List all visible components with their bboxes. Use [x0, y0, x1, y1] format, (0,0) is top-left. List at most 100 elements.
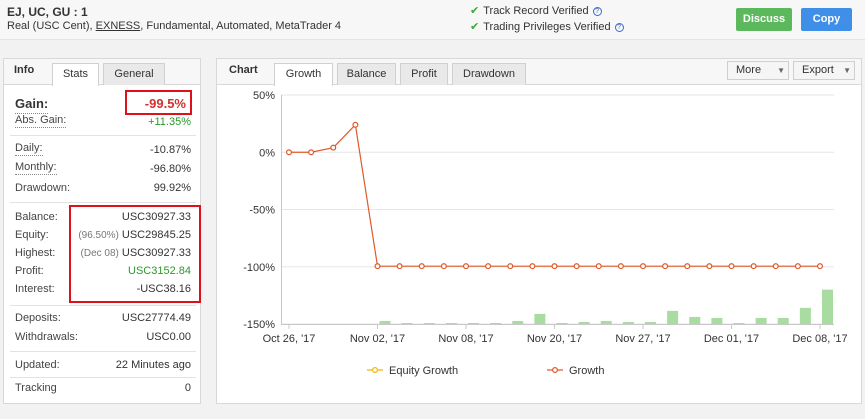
growth-point: [485, 263, 492, 270]
chart-panel: Chart Growth Balance Profit Drawdown Mor…: [216, 58, 862, 404]
daily-row: Daily: -10.87%: [15, 142, 191, 158]
y-tick-label: 0%: [259, 147, 275, 159]
balance-label: Balance:: [15, 211, 58, 223]
growth-point: [352, 121, 359, 128]
balance-value: USC30927.33: [121, 211, 191, 223]
tab-balance[interactable]: Balance: [337, 63, 396, 85]
trading-privileges-verified: ✔ Trading Privileges Verified?: [470, 20, 624, 33]
daily-bar: [512, 320, 524, 324]
x-tick-label: Dec 08, '17: [792, 333, 847, 345]
daily-bar: [622, 321, 634, 324]
growth-point: [529, 263, 536, 270]
x-tick-label: Nov 02, '17: [350, 333, 405, 345]
equity-value: USC29845.25: [121, 229, 191, 241]
daily-bar: [733, 322, 745, 324]
growth-point: [706, 263, 713, 270]
growth-chart: 50% 0% -50% -100% -150% Oct 26, '17 Nov 02, '1…: [243, 90, 847, 377]
tracking-row: Tracking 0: [15, 380, 191, 396]
export-label: Export: [802, 64, 834, 76]
monthly-row: Monthly: -96.80%: [15, 161, 191, 177]
growth-point: [617, 263, 624, 270]
help-icon[interactable]: ?: [614, 23, 624, 32]
broker-link[interactable]: EXNESS: [95, 20, 141, 32]
growth-point: [750, 263, 757, 270]
more-label: More: [736, 64, 762, 76]
discuss-button[interactable]: Discuss: [736, 8, 792, 31]
export-dropdown[interactable]: Export ▼: [793, 61, 855, 80]
tab-profit[interactable]: Profit: [400, 63, 448, 85]
more-dropdown[interactable]: More ▼: [727, 61, 789, 80]
tab-growth[interactable]: Growth: [274, 63, 333, 86]
growth-point: [728, 263, 735, 270]
abs-gain-value: +11.35%: [148, 116, 191, 128]
divider: [10, 351, 196, 352]
growth-point: [662, 263, 669, 270]
daily-bar: [711, 317, 723, 324]
tab-stats[interactable]: Stats: [52, 63, 99, 86]
profit-label: Profit:: [15, 265, 44, 277]
growth-point: [816, 263, 823, 270]
legend-growth-label: Growth: [569, 365, 604, 377]
growth-point: [440, 263, 447, 270]
growth-point: [640, 263, 647, 270]
daily-bar: [401, 322, 413, 324]
subtitle-prefix: Real (USC Cent),: [7, 20, 96, 32]
withdrawals-label: Withdrawals:: [15, 331, 78, 343]
trading-privileges-label: Trading Privileges Verified: [483, 21, 611, 33]
highest-date: (Dec 08): [80, 248, 119, 259]
system-subtitle: Real (USC Cent), EXNESS, Fundamental, Au…: [7, 20, 341, 32]
highest-value-wrap: (Dec 08) USC30927.33: [81, 245, 191, 262]
gain-value: -99.5%: [144, 96, 186, 111]
divider: [10, 377, 196, 378]
x-tick-label: Nov 08, '17: [438, 333, 493, 345]
growth-point: [330, 144, 337, 151]
deposits-label: Deposits:: [15, 312, 61, 324]
daily-bar: [822, 289, 833, 324]
profit-value: USC3152.84: [128, 265, 191, 277]
interest-label: Interest:: [15, 283, 55, 295]
tab-drawdown[interactable]: Drawdown: [452, 63, 526, 85]
x-tick-label: Nov 27, '17: [615, 333, 670, 345]
daily-value: -10.87%: [150, 144, 191, 156]
x-tick-label: Dec 01, '17: [704, 333, 759, 345]
system-title: EJ, UC, GU : 1: [7, 5, 88, 19]
chart-title: Chart: [229, 64, 258, 76]
growth-point: [772, 263, 779, 270]
divider: [10, 202, 196, 203]
balance-row: Balance: USC30927.33: [15, 209, 191, 225]
tab-general[interactable]: General: [103, 63, 165, 85]
copy-button[interactable]: Copy: [801, 8, 852, 31]
track-record-verified: ✔ Track Record Verified?: [470, 4, 602, 17]
gain-row: Gain: -99.5%: [15, 95, 191, 115]
updated-row: Updated: 22 Minutes ago: [15, 357, 191, 373]
tracking-value: 0: [184, 382, 191, 394]
deposits-row: Deposits: USC27774.49: [15, 310, 191, 326]
chevron-down-icon: ▼: [777, 66, 785, 75]
x-tick-label: Nov 20, '17: [527, 333, 582, 345]
y-tick-label: -150%: [243, 319, 275, 331]
legend-growth-marker: [552, 367, 559, 374]
growth-point: [396, 263, 403, 270]
daily-bar: [445, 322, 457, 324]
daily-bar: [490, 322, 502, 324]
y-tick-label: -100%: [243, 262, 275, 274]
growth-point: [463, 263, 470, 270]
subtitle-suffix: , Fundamental, Automated, MetaTrader 4: [140, 20, 342, 32]
daily-label: Daily:: [15, 142, 43, 156]
y-tick-label: -50%: [249, 205, 275, 217]
drawdown-row: Drawdown: 99.92%: [15, 180, 191, 196]
balance-highlight-box: [69, 205, 201, 303]
growth-point: [374, 263, 381, 270]
check-icon: ✔: [470, 21, 480, 33]
drawdown-label: Drawdown:: [15, 182, 71, 194]
updated-value: 22 Minutes ago: [115, 359, 191, 371]
info-panel: Info Stats General Gain: -99.5% Abs. Gai…: [3, 58, 201, 404]
highest-row: Highest: (Dec 08) USC30927.33: [15, 245, 191, 261]
help-icon[interactable]: ?: [592, 7, 602, 16]
interest-value: -USC38.16: [136, 283, 191, 295]
withdrawals-value: USC0.00: [146, 331, 191, 343]
drawdown-value: 99.92%: [153, 182, 191, 194]
highest-label: Highest:: [15, 247, 56, 259]
profit-row: Profit: USC3152.84: [15, 263, 191, 279]
divider: [10, 135, 196, 136]
